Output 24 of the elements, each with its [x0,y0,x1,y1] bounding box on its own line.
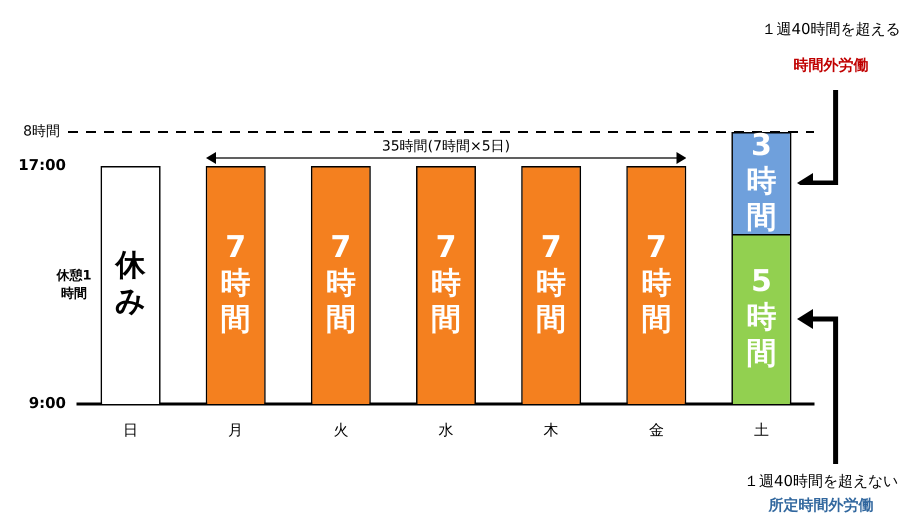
x-tick-label: 木 [544,420,559,439]
data-label: 7時間 [326,230,356,337]
x-tick-label: 日 [123,420,138,439]
data-label: 7時間 [431,230,461,337]
text: 所定時間外労働 [768,496,874,514]
x-tick-label: 土 [754,420,769,439]
x-tick-label: 水 [438,420,454,439]
data-label: 7時間 [220,230,251,337]
x-tick-label: 金 [648,420,664,439]
text: 9:00 [28,394,66,412]
text: 時間外労働 [794,56,868,74]
data-label: 7時間 [641,230,672,337]
text: １週40時間を超える [761,20,901,38]
text: 17:00 [18,156,66,174]
annotation: 休憩1時間 [55,267,92,302]
data-label: 5時間 [746,264,776,371]
text: １週40時間を超えない [744,472,898,490]
ref-line-label: 8時間 [23,124,60,140]
data-label: 7時間 [536,230,566,337]
data-label: 休み [114,248,147,319]
annotation: 35時間(7時間×5日) [382,138,510,155]
data-label: 3時間 [746,128,776,235]
x-tick-label: 月 [228,420,244,439]
x-tick-label: 火 [333,420,348,439]
